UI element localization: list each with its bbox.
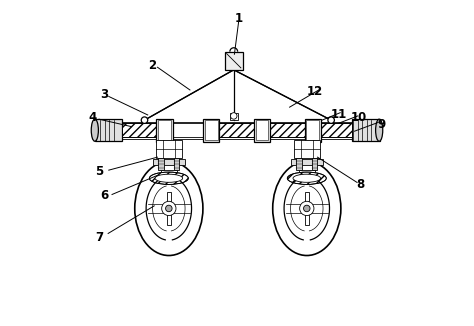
Ellipse shape (91, 119, 99, 141)
Bar (205, 121, 218, 140)
Bar (307, 121, 319, 140)
Text: 10: 10 (351, 111, 367, 124)
Text: 4: 4 (89, 111, 97, 124)
Bar (299, 170, 315, 177)
Circle shape (162, 201, 176, 215)
Text: 6: 6 (100, 189, 108, 202)
Text: 8: 8 (356, 178, 365, 191)
Bar (304, 119, 321, 142)
Circle shape (303, 205, 310, 212)
Bar (95, 119, 122, 141)
Bar (156, 140, 182, 158)
Bar (166, 192, 171, 225)
Bar (321, 123, 352, 137)
Bar (156, 119, 173, 142)
Bar (304, 192, 309, 225)
Bar (158, 121, 172, 140)
Bar (161, 170, 177, 177)
Text: 2: 2 (148, 59, 157, 72)
Bar (202, 119, 219, 142)
Bar (255, 121, 268, 140)
Bar (296, 158, 301, 170)
Bar (352, 119, 380, 141)
Bar (173, 123, 202, 137)
Ellipse shape (293, 174, 320, 182)
Bar (219, 123, 254, 137)
Bar (225, 52, 243, 70)
Bar (254, 119, 271, 142)
Bar (271, 123, 304, 137)
Ellipse shape (149, 172, 188, 185)
Text: 5: 5 (95, 165, 103, 178)
Text: 9: 9 (377, 118, 385, 130)
Text: 1: 1 (235, 12, 243, 25)
Bar (294, 140, 320, 158)
Bar (271, 123, 304, 137)
Bar (122, 123, 156, 137)
Circle shape (328, 117, 334, 124)
Bar (219, 123, 254, 137)
Ellipse shape (155, 174, 182, 182)
Text: 3: 3 (100, 88, 108, 101)
Bar (158, 158, 164, 170)
Bar (174, 158, 179, 170)
Circle shape (165, 205, 172, 212)
Bar (153, 159, 185, 165)
Ellipse shape (375, 119, 383, 141)
Bar (122, 123, 156, 137)
Bar (312, 158, 317, 170)
Ellipse shape (287, 172, 326, 185)
Bar (230, 113, 237, 120)
Circle shape (230, 113, 237, 119)
Circle shape (141, 117, 148, 124)
Text: 11: 11 (331, 108, 347, 121)
Text: 12: 12 (307, 85, 323, 98)
Circle shape (300, 201, 314, 215)
Bar (321, 123, 352, 137)
Text: 7: 7 (95, 231, 103, 244)
Bar (291, 159, 323, 165)
